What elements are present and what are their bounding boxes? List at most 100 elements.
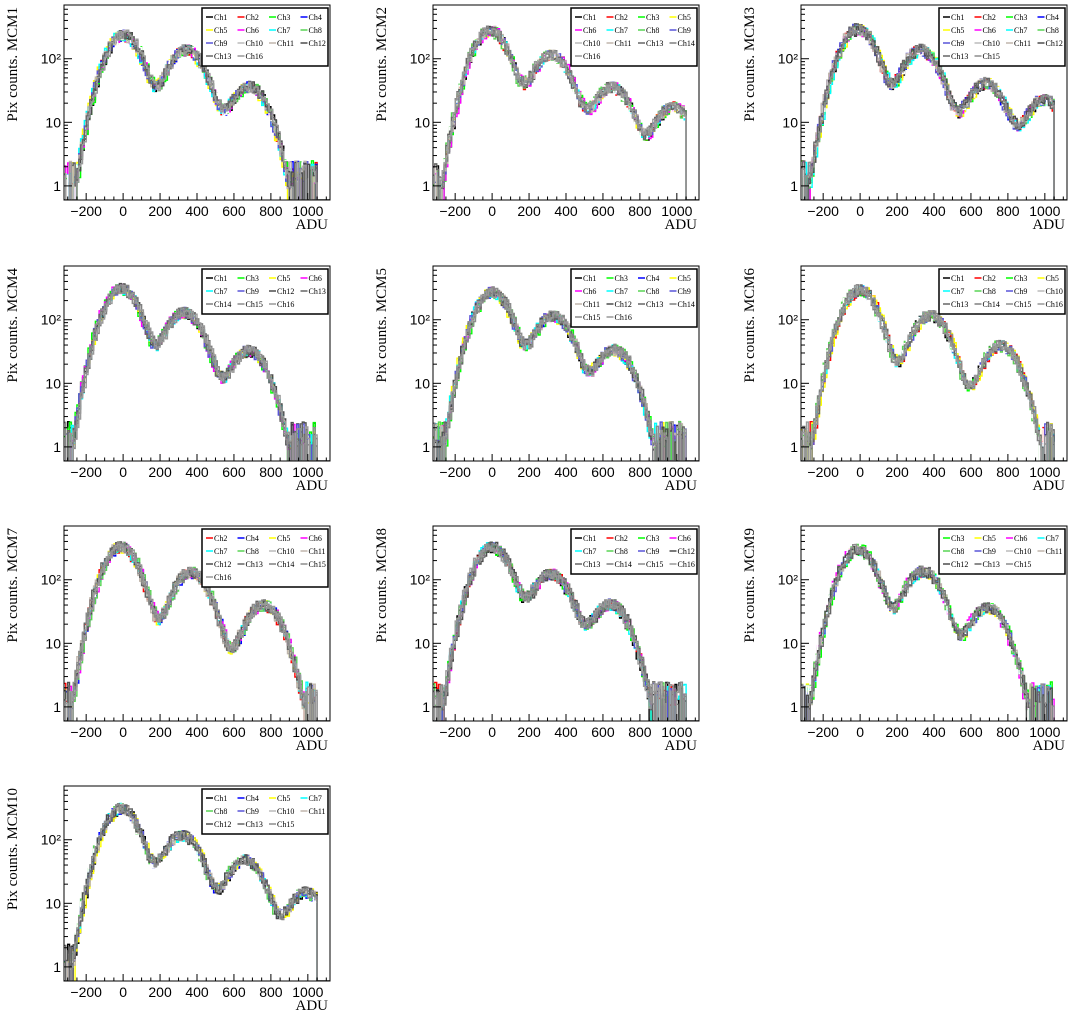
histogram-series-group <box>64 29 330 200</box>
x-tick-label: 0 <box>119 984 127 1000</box>
legend-entry: Ch7 <box>300 794 322 803</box>
legend-label: Ch12 <box>214 560 231 569</box>
legend-label: Ch16 <box>678 560 695 569</box>
legend-entry: Ch7 <box>1006 26 1027 35</box>
legend-entry: Ch8 <box>943 547 964 556</box>
y-tick-label: 10² <box>410 312 431 328</box>
legend-label: Ch5 <box>277 794 290 803</box>
y-axis-title: Pix counts. MCM6 <box>742 268 758 383</box>
x-tick-label: 400 <box>185 464 209 480</box>
legend-entry: Ch16 <box>237 52 263 61</box>
legend-label: Ch12 <box>1046 39 1063 48</box>
legend-label: Ch8 <box>1046 26 1059 35</box>
legend-entry: Ch16 <box>575 52 600 61</box>
legend-label: Ch9 <box>678 287 691 296</box>
legend-label: Ch6 <box>983 26 996 35</box>
histogram-series-group <box>433 286 699 461</box>
legend-entry: Ch12 <box>606 300 632 309</box>
legend-label: Ch8 <box>214 807 227 816</box>
x-tick-label: 0 <box>488 464 496 480</box>
x-axis-title: ADU <box>1033 478 1066 494</box>
legend-entry: Ch12 <box>943 560 968 569</box>
legend-entry: Ch9 <box>974 547 996 556</box>
legend-label: Ch6 <box>583 287 596 296</box>
legend-label: Ch9 <box>246 287 259 296</box>
legend-entry: Ch2 <box>606 13 628 22</box>
legend-label: Ch1 <box>951 13 964 22</box>
legend-entry: Ch14 <box>974 300 1000 309</box>
legend-label: Ch11 <box>583 300 600 309</box>
x-tick-label: 400 <box>554 203 578 219</box>
legend-label: Ch15 <box>583 313 600 322</box>
y-tick-label: 10 <box>45 635 61 651</box>
legend-entry: Ch4 <box>237 534 259 543</box>
x-axis-title: ADU <box>1033 217 1066 233</box>
legend-entry: Ch13 <box>206 52 231 61</box>
legend-label: Ch11 <box>1046 547 1063 556</box>
legend-label: Ch15 <box>246 300 263 309</box>
legend-entry: Ch16 <box>1037 300 1063 309</box>
legend-entry: Ch7 <box>1037 534 1059 543</box>
y-tick-label: 1 <box>790 178 798 194</box>
x-tick-label: −200 <box>70 203 102 219</box>
legend-label: Ch15 <box>277 820 294 829</box>
legend-entry: Ch3 <box>237 274 259 283</box>
legend-label: Ch13 <box>951 300 968 309</box>
legend-label: Ch1 <box>583 274 596 283</box>
legend-entry: Ch12 <box>669 547 695 556</box>
legend-label: Ch13 <box>646 39 663 48</box>
legend-entry: Ch8 <box>974 287 996 296</box>
legend-entry: Ch14 <box>269 560 294 569</box>
legend-label: Ch11 <box>277 39 294 48</box>
legend-entry: Ch6 <box>669 534 691 543</box>
legend-entry: Ch4 <box>300 13 322 22</box>
legend-entry: Ch13 <box>943 300 968 309</box>
legend-label: Ch8 <box>646 287 659 296</box>
x-tick-label: 1000 <box>1029 724 1060 740</box>
legend-entry: Ch12 <box>206 820 231 829</box>
legend-label: Ch13 <box>246 560 263 569</box>
legend-label: Ch14 <box>615 560 632 569</box>
x-tick-label: 600 <box>222 464 246 480</box>
histogram-panel: −200 0 200 400 600 800 1000 1 10 10² ADU Pix counts… <box>742 265 1068 494</box>
legend-entry: Ch7 <box>269 26 290 35</box>
legend-entry: Ch10 <box>269 807 294 816</box>
x-tick-label: 800 <box>259 203 283 219</box>
x-tick-label: 0 <box>856 724 864 740</box>
legend-label: Ch6 <box>678 534 691 543</box>
y-axis-title: Pix counts. MCM5 <box>374 268 390 383</box>
legend-label: Ch10 <box>277 547 294 556</box>
x-axis-title: ADU <box>296 217 329 233</box>
legend-entry: Ch8 <box>638 287 659 296</box>
legend-label: Ch12 <box>214 820 231 829</box>
legend-entry: Ch16 <box>206 573 231 582</box>
y-tick-label: 10 <box>414 375 430 391</box>
histogram-panel: −200 0 200 400 600 800 1000 1 10 10² ADU Pix counts… <box>374 265 700 494</box>
histogram-line-ch13 <box>64 30 330 200</box>
x-tick-label: −200 <box>439 724 471 740</box>
x-tick-label: 1000 <box>292 464 323 480</box>
x-tick-label: 0 <box>856 464 864 480</box>
legend-entry: Ch10 <box>575 39 600 48</box>
legend-label: Ch9 <box>983 547 996 556</box>
legend-entry: Ch10 <box>974 39 1000 48</box>
legend: Ch1 Ch2 Ch3 Ch5 Ch7 Ch8 Ch9 Ch10 Ch13 Ch14 Ch15 Ch1… <box>938 268 1066 315</box>
legend-label: Ch9 <box>1014 287 1027 296</box>
y-tick-label: 10² <box>41 51 62 67</box>
legend-label: Ch1 <box>214 13 227 22</box>
histogram-line-ch16 <box>801 284 1067 461</box>
x-tick-label: −200 <box>439 203 471 219</box>
x-tick-label: 800 <box>996 724 1020 740</box>
legend-entry: Ch1 <box>575 534 596 543</box>
legend-entry: Ch5 <box>669 13 691 22</box>
legend-entry: Ch5 <box>269 274 290 283</box>
x-tick-label: 800 <box>628 203 652 219</box>
x-tick-label: 800 <box>259 984 283 1000</box>
x-tick-label: 600 <box>959 464 983 480</box>
legend-entry: Ch3 <box>638 13 659 22</box>
legend-label: Ch8 <box>615 547 628 556</box>
legend-label: Ch14 <box>983 300 1000 309</box>
legend-label: Ch9 <box>214 39 227 48</box>
histogram-panel: −200 0 200 400 600 800 1000 1 10 10² ADU Pix counts… <box>374 4 700 233</box>
legend-label: Ch10 <box>1014 547 1031 556</box>
